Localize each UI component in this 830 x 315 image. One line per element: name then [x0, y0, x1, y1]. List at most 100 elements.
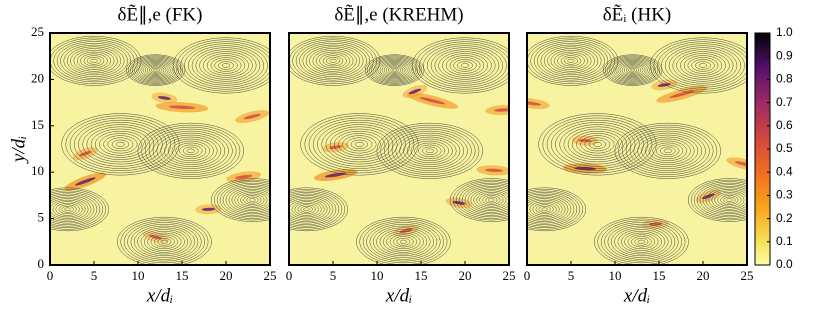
contour: [147, 232, 182, 251]
contour: [160, 239, 168, 244]
x-tick-label: 20: [220, 268, 233, 283]
contour: [527, 196, 569, 222]
contour: [350, 139, 369, 149]
contour: [151, 67, 161, 73]
current-core: [419, 97, 446, 105]
contour: [702, 185, 747, 215]
contour: [206, 55, 246, 76]
contour: [527, 198, 566, 221]
contour: [455, 181, 509, 219]
contour: [460, 63, 470, 68]
contour: [148, 128, 233, 173]
contour: [99, 133, 142, 156]
contour: [376, 227, 431, 257]
colorbar-tick-label: 0.7: [776, 95, 793, 109]
contour: [527, 192, 578, 227]
x-axis-label: x/dᵢ: [146, 285, 173, 306]
contour: [187, 45, 265, 86]
contour: [80, 53, 108, 69]
contour: [680, 53, 726, 78]
contour: [609, 57, 656, 83]
contour: [381, 63, 408, 77]
contour: [90, 58, 98, 63]
current-core: [485, 168, 503, 173]
contour: [610, 225, 672, 258]
contour: [308, 117, 411, 171]
contour: [553, 51, 589, 70]
contour: [210, 57, 242, 74]
contour: [140, 229, 189, 255]
contour: [641, 136, 695, 165]
y-tick-label: 10: [31, 163, 44, 178]
contour: [634, 238, 649, 246]
contour: [527, 193, 575, 225]
contour: [322, 55, 344, 67]
contour: [576, 133, 619, 156]
contour: [297, 204, 316, 215]
contour: [366, 222, 441, 262]
contour: [434, 49, 496, 82]
contour: [380, 124, 480, 177]
contour: [567, 128, 628, 160]
current-core: [201, 207, 215, 211]
contour: [216, 181, 270, 219]
contour: [696, 182, 747, 218]
contour: [175, 142, 207, 160]
contour: [371, 57, 418, 83]
contour: [537, 43, 605, 79]
contour: [430, 47, 500, 84]
contour: [309, 48, 357, 74]
current-core: [452, 200, 466, 205]
contour: [538, 113, 657, 176]
contour: [140, 62, 171, 79]
contour: [699, 184, 747, 216]
contour: [467, 187, 509, 213]
current-core: [234, 174, 253, 179]
contour: [61, 113, 180, 176]
contour: [395, 132, 465, 169]
contour: [137, 227, 192, 257]
contour: [442, 53, 488, 78]
contour: [411, 37, 509, 94]
contour: [218, 61, 234, 70]
colorbar-tick-label: 0.6: [776, 118, 793, 132]
contour: [362, 220, 444, 264]
contour: [171, 140, 210, 161]
contour: [153, 68, 158, 72]
contour: [541, 207, 548, 212]
contour: [396, 238, 411, 246]
contour: [648, 140, 687, 161]
contour: [132, 57, 179, 83]
contour: [542, 115, 653, 174]
contour: [289, 190, 343, 229]
contour: [111, 139, 130, 149]
current-core: [734, 161, 747, 167]
contour: [672, 49, 734, 82]
contour: [637, 134, 699, 167]
contour: [644, 138, 691, 163]
contour: [621, 231, 662, 253]
contour: [485, 196, 498, 204]
current-core: [399, 228, 413, 233]
contour: [605, 55, 661, 85]
contour: [289, 196, 331, 222]
contour: [60, 43, 128, 79]
contour: [372, 225, 434, 258]
contour: [555, 122, 640, 167]
contour: [664, 45, 742, 86]
contour: [364, 54, 425, 86]
contour: [690, 179, 747, 221]
contour: [130, 223, 199, 260]
contour: [698, 63, 708, 68]
contour: [464, 185, 509, 215]
frame: [526, 32, 748, 266]
contour: [219, 182, 270, 218]
contour: [70, 48, 118, 74]
heatmap: [50, 33, 270, 265]
contour: [631, 236, 652, 248]
contour: [389, 234, 418, 250]
contour: [656, 144, 680, 158]
contour: [527, 187, 586, 232]
contour: [289, 198, 328, 221]
contour: [172, 37, 270, 94]
